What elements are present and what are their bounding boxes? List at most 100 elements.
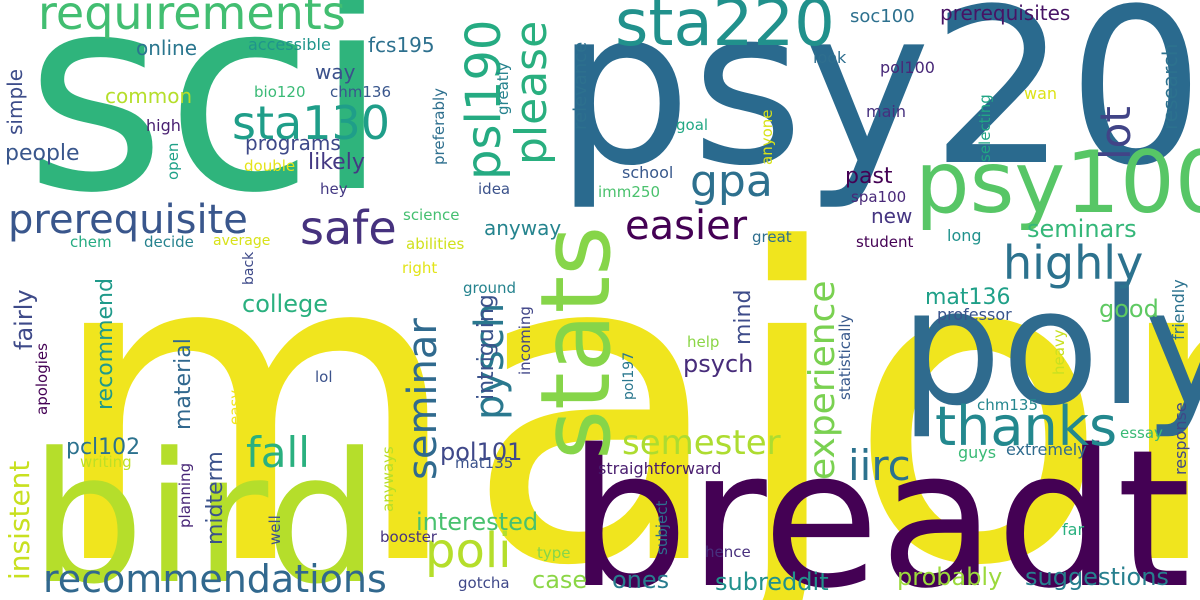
word-goal: goal xyxy=(676,116,709,134)
word-anyway: anyway xyxy=(484,216,562,240)
word-thanks: thanks xyxy=(935,395,1118,458)
word-ones: ones xyxy=(612,566,670,594)
word-recommendations: recommendations xyxy=(43,557,387,600)
word-relevance: relevance xyxy=(570,41,591,130)
word-bio120: bio120 xyxy=(254,83,306,101)
word-online: online xyxy=(136,36,198,60)
word-lot: lot xyxy=(1091,106,1140,160)
word-soc100: soc100 xyxy=(850,6,915,27)
word-main: main xyxy=(866,102,906,121)
word-highly: highly xyxy=(1003,236,1144,290)
word-iirc: iirc xyxy=(848,441,911,490)
word-psy201: psy201 xyxy=(555,0,1200,213)
word-response: response xyxy=(1171,402,1190,475)
word-insistent: insistent xyxy=(3,460,36,580)
word-requirements: requirements xyxy=(38,0,346,40)
word-programs: programs xyxy=(245,131,341,155)
word-research: research xyxy=(1158,43,1182,130)
word-open: open xyxy=(164,142,182,180)
word-new: new xyxy=(871,204,913,228)
word-right: right xyxy=(402,259,438,277)
word-back: back xyxy=(241,251,257,285)
word-likely: likely xyxy=(308,150,365,175)
word-spa100: spa100 xyxy=(851,188,907,206)
word-way: way xyxy=(315,60,356,84)
word-imm250: imm250 xyxy=(598,183,661,201)
word-anyone: anyone xyxy=(758,109,776,166)
word-prerequisite: prerequisite xyxy=(8,197,248,243)
word-statistically: statistically xyxy=(836,314,854,400)
word-seminars: seminars xyxy=(1027,215,1137,243)
word-easier: easier xyxy=(625,203,748,249)
word-student: student xyxy=(856,233,914,251)
word-preferably: preferably xyxy=(430,87,448,165)
word-chm136: chm136 xyxy=(330,83,391,101)
word-straightforward: straightforward xyxy=(598,459,722,478)
word-college: college xyxy=(242,290,328,318)
word-chm135: chm135 xyxy=(977,396,1038,414)
word-people: people xyxy=(5,141,80,166)
word-bird: bird xyxy=(30,415,380,600)
word-hey: hey xyxy=(320,180,348,198)
word-mat136: mat136 xyxy=(925,285,1011,310)
word-help: help xyxy=(687,333,720,351)
word-poly: poly xyxy=(900,254,1200,441)
word-simple: simple xyxy=(3,68,27,135)
word-decide: decide xyxy=(144,233,194,251)
word-fall: fall xyxy=(246,428,310,477)
word-probably: probably xyxy=(897,563,1003,591)
word-gpa: gpa xyxy=(690,156,773,207)
word-fcs195: fcs195 xyxy=(368,33,435,57)
word-stats: stats xyxy=(520,225,632,460)
word-far: far xyxy=(1062,520,1085,539)
word-subject: subject xyxy=(653,500,671,555)
word-pol101: pol101 xyxy=(440,438,523,466)
word-material: material xyxy=(171,338,196,430)
word-long: long xyxy=(947,226,982,245)
word-past: past xyxy=(845,164,893,189)
word-anyways: anyways xyxy=(379,446,397,512)
word-wan: wan xyxy=(1024,84,1058,103)
word-sta220: sta220 xyxy=(615,0,835,61)
word-gotcha: gotcha xyxy=(458,574,510,592)
word-guys: guys xyxy=(958,443,997,462)
word-abilities: abilities xyxy=(406,235,465,253)
word-good: good xyxy=(1099,295,1159,323)
word-easy: easy xyxy=(226,389,244,425)
word-interested: interested xyxy=(416,508,539,536)
word-idea: idea xyxy=(478,180,511,198)
word-science: science xyxy=(403,206,460,224)
word-planning: planning xyxy=(176,462,194,528)
word-friendly: friendly xyxy=(1169,279,1188,340)
word-greatly: greatly xyxy=(494,62,512,115)
word-type: type xyxy=(537,544,571,562)
word-well: well xyxy=(266,515,284,545)
word-recommend: recommend xyxy=(93,278,118,410)
word-midterm: midterm xyxy=(203,451,228,545)
word-poli: poli xyxy=(425,523,512,579)
word-suggestions: suggestions xyxy=(1025,563,1169,591)
word-case: case xyxy=(532,566,588,594)
word-heavy: heavy xyxy=(1050,329,1068,375)
word-ground: ground xyxy=(463,279,517,297)
word-psych: psych xyxy=(683,350,754,378)
word-mind: mind xyxy=(731,289,756,345)
word-sta130: sta130 xyxy=(232,96,390,150)
word-intriguing: intriguing xyxy=(474,294,499,400)
word-booster: booster xyxy=(380,528,437,546)
word-mat135: mat135 xyxy=(455,454,514,472)
word-accessible: accessible xyxy=(248,35,331,54)
word-seminar: seminar xyxy=(400,318,446,480)
word-look: look xyxy=(813,48,847,67)
word-pol100: pol100 xyxy=(880,58,935,77)
word-pcl102: pcl102 xyxy=(66,435,141,460)
word-professor: professor xyxy=(937,305,1012,324)
word-school: school xyxy=(622,163,674,182)
word-incoming: incoming xyxy=(516,306,534,375)
word-lol: lol xyxy=(315,368,333,386)
word-pol197: pol197 xyxy=(621,351,637,400)
word-please: please xyxy=(506,20,557,165)
word-double: double xyxy=(244,157,296,175)
word-essay: essay xyxy=(1120,424,1163,442)
